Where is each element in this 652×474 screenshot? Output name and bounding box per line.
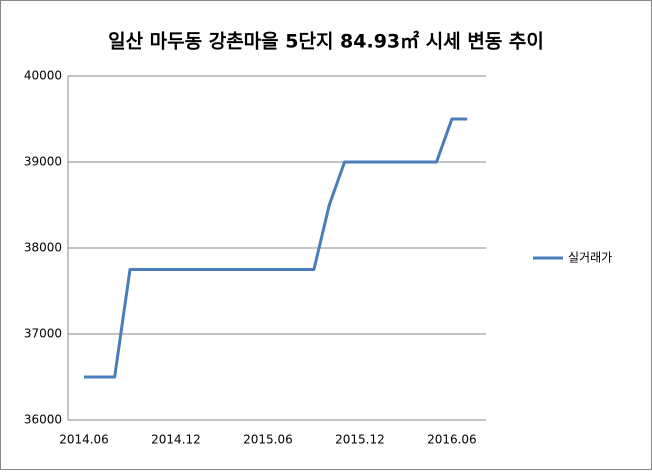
x-tick-label: 2015.12	[335, 433, 385, 447]
x-tick-label: 2016.06	[427, 433, 477, 447]
chart-title: 일산 마두동 강촌마을 5단지 84.93㎡ 시세 변동 추이	[108, 30, 544, 53]
legend-label: 실거래가	[568, 251, 612, 265]
data-line	[84, 117, 468, 379]
x-tick-label: 2014.06	[59, 433, 109, 447]
y-tick-label: 36000	[24, 413, 62, 427]
y-tick-label: 37000	[24, 327, 62, 341]
x-tick-label: 2014.12	[151, 433, 201, 447]
y-tick-label: 38000	[24, 241, 62, 255]
y-tick-label: 40000	[24, 69, 62, 83]
y-tick-label: 39000	[24, 155, 62, 169]
x-tick-label: 2015.06	[243, 433, 293, 447]
